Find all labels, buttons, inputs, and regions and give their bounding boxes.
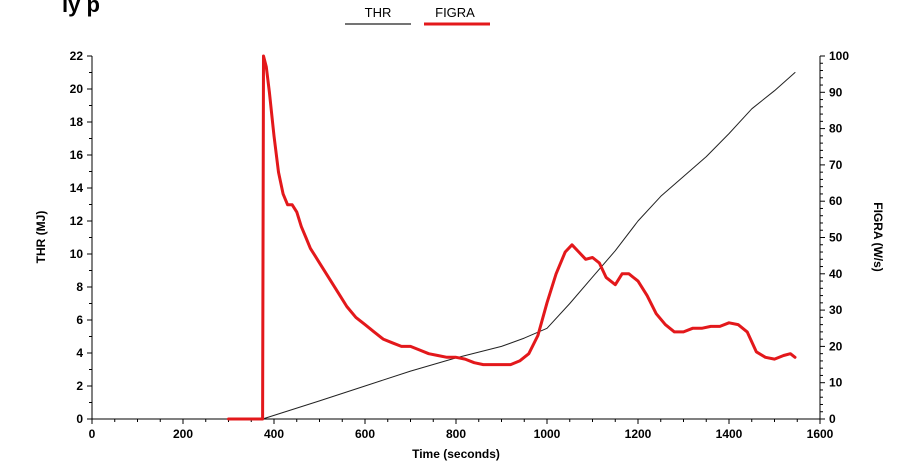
y-right-tick-label: 90 xyxy=(829,85,843,99)
y-right-tick-label: 50 xyxy=(829,231,843,245)
y-left-tick-label: 0 xyxy=(76,412,83,426)
y-right-tick-label: 10 xyxy=(829,376,843,390)
y-left-tick-label: 10 xyxy=(70,247,84,261)
y-left-tick-label: 12 xyxy=(70,214,84,228)
axes: 0 2 4 6 8 10 12 14 16 18 20 22 0 10 20 30 40 50 60 70 80 90 10… xyxy=(70,49,850,441)
series-layer xyxy=(227,54,797,421)
y-right-tick-label: 60 xyxy=(829,194,843,208)
top-crop: ly p xyxy=(0,0,916,22)
legend: THR FIGRA xyxy=(345,5,490,26)
y-left-tick-label: 20 xyxy=(70,82,84,96)
y-left-tick-label: 2 xyxy=(76,379,83,393)
y-left-tick-label: 4 xyxy=(76,346,83,360)
x-tick-label: 1400 xyxy=(716,427,743,441)
y-left-tick-label: 22 xyxy=(70,49,84,63)
y-right-tick-label: 80 xyxy=(829,122,843,136)
x-tick-label: 600 xyxy=(355,427,375,441)
y-right-tick-label: 30 xyxy=(829,303,843,317)
y-left-tick-label: 18 xyxy=(70,115,84,129)
x-tick-label: 800 xyxy=(446,427,466,441)
y-right-tick-label: 40 xyxy=(829,267,843,281)
x-tick-label: 0 xyxy=(89,427,96,441)
cut-off-title-text: ly p xyxy=(62,0,100,17)
x-tick-label: 1600 xyxy=(807,427,834,441)
x-tick-label: 400 xyxy=(264,427,284,441)
y-left-axis-label: THR (MJ) xyxy=(34,211,48,264)
y-right-axis-label: FIGRA (W/s) xyxy=(871,202,885,272)
y-right-tick-label: 100 xyxy=(829,49,849,63)
y-right-tick-label: 20 xyxy=(829,339,843,353)
legend-label-figra: FIGRA xyxy=(435,5,475,20)
x-tick-label: 200 xyxy=(173,427,193,441)
legend-label-thr: THR xyxy=(365,5,392,20)
series-line-figra xyxy=(227,54,797,421)
x-tick-label: 1000 xyxy=(534,427,561,441)
y-left-tick-label: 14 xyxy=(70,181,84,195)
y-right-tick-label: 0 xyxy=(829,412,836,426)
y-left-tick-label: 16 xyxy=(70,148,84,162)
y-right-tick-label: 70 xyxy=(829,158,843,172)
x-axis-label: Time (seconds) xyxy=(412,447,500,461)
x-tick-label: 1200 xyxy=(625,427,652,441)
y-left-tick-label: 8 xyxy=(76,280,83,294)
series-line-thr xyxy=(262,72,796,420)
y-left-tick-label: 6 xyxy=(76,313,83,327)
